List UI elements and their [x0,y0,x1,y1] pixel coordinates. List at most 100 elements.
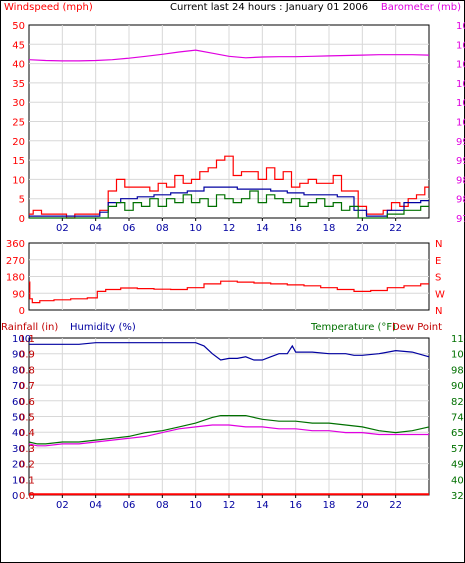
humidity-tick-label: 10 [12,475,25,486]
windspeed-tick-label: 50 [12,21,25,32]
humidity-tick-label: 80 [12,365,25,376]
direction-tick-label: 90 [12,289,25,300]
temperature-tick-label: 49 [451,460,464,471]
humidity-tick-label: 60 [12,397,25,408]
rainfall-tick-label: 0.1 [19,475,35,486]
humidity-axis-label: Humidity (%) [70,322,136,333]
p3-series-humidity- [29,342,430,361]
rainfall-tick-label: 0.5 [19,413,35,424]
humidity-tick-label: 0 [12,491,18,502]
p3-xtick-label: 14 [256,500,269,511]
rainfall-tick-label: 0.9 [19,350,35,361]
p1-xtick-label: 08 [156,223,169,234]
p1-xtick-label: 10 [189,223,202,234]
direction-tick-label: 360 [6,239,25,250]
barometer-tick-label: 995 [456,137,465,148]
barometer-tick-label: 1025 [456,21,465,32]
p1-series-gust [29,155,429,219]
barometer-tick-label: 975 [456,214,465,225]
p1-xtick-label: 06 [123,223,136,234]
windspeed-tick-label: 0 [19,214,25,225]
p1-xtick-label: 12 [223,223,236,234]
p1-series-wind-average [29,186,429,217]
compass-tick-label: N [435,306,442,317]
p3-xtick-label: 02 [56,500,69,511]
temperature-tick-label: 65 [451,428,464,439]
rainfall-axis-label: Rainfall (in) [1,322,58,333]
rainfall-tick-label: 0.8 [19,365,35,376]
p2-series-wind-direction [29,280,429,304]
windspeed-tick-label: 10 [12,175,25,186]
rainfall-tick-label: 0.6 [19,397,35,408]
p1-xtick-label: 20 [356,223,369,234]
barometer-axis-label: Barometer (mb) [381,2,461,13]
rainfall-tick-label: 0.2 [19,460,35,471]
temperature-axis-label: Temperature (°F) [310,322,396,333]
p1-xtick-label: 16 [289,223,302,234]
p3-xtick-label: 22 [389,500,402,511]
compass-tick-label: N [435,239,442,250]
humidity-tick-label: 40 [12,428,25,439]
p3-xtick-label: 16 [289,500,302,511]
p1-xtick-label: 18 [323,223,336,234]
humidity-tick-label: 70 [12,381,25,392]
compass-tick-label: E [435,256,441,267]
panel-humidity-temperature: 0 10 20 30 40 50 60 70 80 90 100 0.0 0.1 0.2 0.3 0.4 0.5… [12,334,465,511]
p1-xtick-label: 14 [256,223,269,234]
p3-xtick-label: 20 [356,500,369,511]
p3-xtick-label: 08 [156,500,169,511]
p3-series-temperature-f- [28,415,430,445]
p1-xtick-label: 22 [389,223,402,234]
barometer-tick-label: 980 [456,195,465,206]
humidity-tick-label: 20 [12,460,25,471]
direction-tick-label: 270 [6,256,25,267]
p1-series-wind [29,190,429,219]
temperature-tick-label: 107 [451,350,465,361]
p1-series-barometer-mb- [28,49,430,62]
rainfall-tick-label: 1.1 [19,334,35,345]
panel-wind-barometer: 0510152025303540455097598098599099510001… [12,21,465,234]
barometer-tick-label: 1010 [456,79,465,90]
humidity-tick-label: 30 [12,444,25,455]
temperature-tick-label: 57 [451,444,464,455]
windspeed-tick-label: 5 [19,195,25,206]
p3-series-dew-point [28,424,429,447]
dewpoint-axis-label: Dew Point [392,322,442,333]
temperature-tick-label: 32 [451,491,464,502]
humidity-tick-label: 100 [12,334,31,345]
windspeed-tick-label: 35 [12,79,25,90]
windspeed-tick-label: 30 [12,98,25,109]
p1-xtick-label: 02 [56,223,69,234]
p3-xtick-label: 18 [323,500,336,511]
direction-tick-label: 0 [19,306,25,317]
barometer-tick-label: 985 [456,175,465,186]
compass-tick-label: W [435,289,445,300]
humidity-tick-label: 90 [12,350,25,361]
compass-tick-label: S [435,273,441,284]
temperature-tick-label: 90 [451,381,464,392]
barometer-tick-label: 1005 [456,98,465,109]
p3-xtick-label: 04 [89,500,102,511]
p3-xtick-label: 06 [123,500,136,511]
humidity-tick-label: 50 [12,413,25,424]
p3-xtick-label: 12 [223,500,236,511]
temperature-tick-label: 40 [451,475,464,486]
rainfall-tick-label: 0.0 [19,491,35,502]
p1-xtick-label: 04 [89,223,102,234]
windspeed-axis-label: Windspeed (mph) [4,2,93,13]
chart-title: Current last 24 hours : January 01 2006 [170,2,368,13]
temperature-tick-label: 115 [451,334,465,345]
rainfall-tick-label: 0.4 [19,428,35,439]
windspeed-tick-label: 40 [12,60,25,71]
direction-tick-label: 180 [6,273,25,284]
p3-xtick-label: 10 [189,500,202,511]
temperature-tick-label: 98 [451,365,464,376]
temperature-tick-label: 74 [451,413,464,424]
windspeed-tick-label: 20 [12,137,25,148]
